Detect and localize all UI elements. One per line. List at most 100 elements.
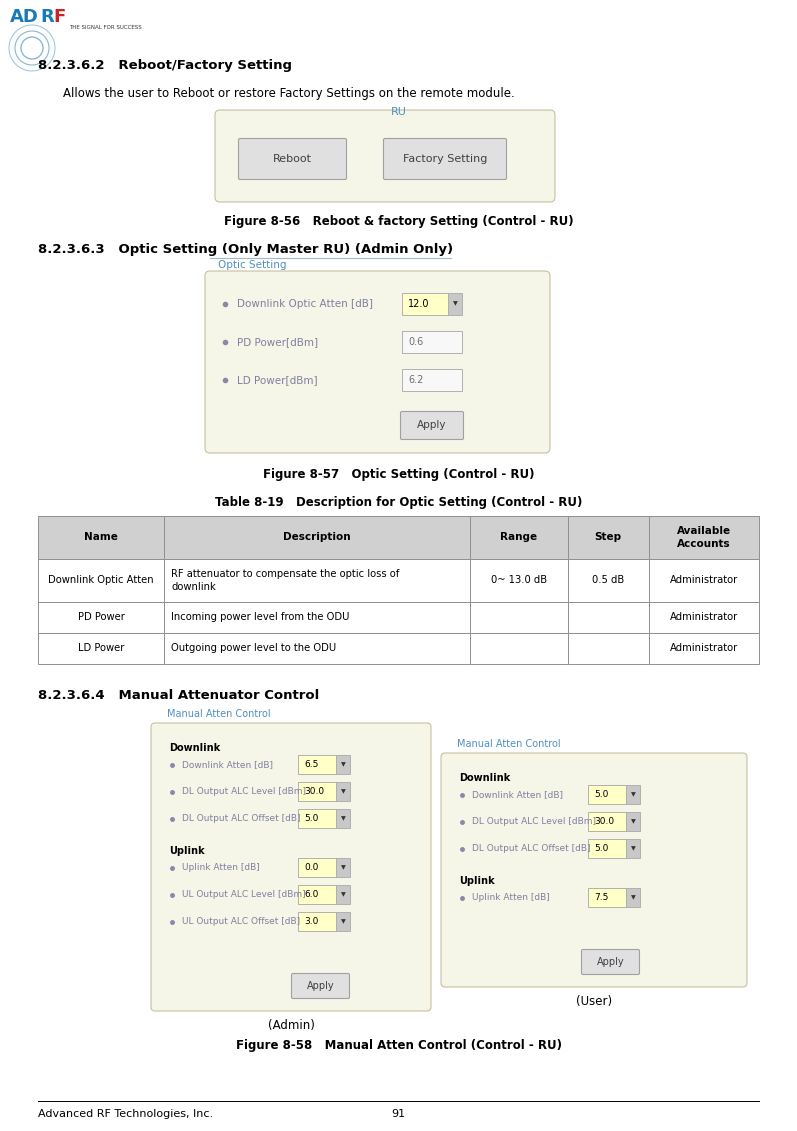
Bar [336,810,350,829]
Text: Manual Atten Control: Manual Atten Control [167,709,271,719]
Text: 5.0: 5.0 [304,814,318,823]
Text: 0~ 13.0 dB: 0~ 13.0 dB [491,576,547,586]
Text: ▼: ▼ [453,302,457,307]
Text: ▼: ▼ [340,920,345,924]
FancyBboxPatch shape [292,974,350,999]
Text: 6.5: 6.5 [304,760,318,769]
Bar [469,602,567,633]
Bar [38,516,164,559]
Bar [336,783,350,802]
Text: PD Power[dBm]: PD Power[dBm] [237,337,318,347]
Text: Uplink: Uplink [459,877,495,886]
Text: Available
Accounts: Available Accounts [677,526,731,549]
Bar [588,839,626,858]
Text: Range: Range [500,533,537,543]
Text: Downlink Atten [dB]: Downlink Atten [dB] [472,791,563,800]
Text: 0.6: 0.6 [408,337,423,347]
Bar [164,516,469,559]
Text: ▼: ▼ [630,820,635,824]
Bar [402,331,462,353]
Text: Optic Setting: Optic Setting [218,260,286,270]
Text: Administrator: Administrator [670,576,738,586]
Text: DL Output ALC Level [dBm]: DL Output ALC Level [dBm] [182,787,306,796]
Text: RF attenuator to compensate the optic loss of
downlink: RF attenuator to compensate the optic lo… [171,569,399,592]
Bar [588,786,626,804]
Bar [567,559,649,602]
Bar [469,559,567,602]
Text: Advanced RF Technologies, Inc.: Advanced RF Technologies, Inc. [38,1110,213,1119]
Text: Uplink Atten [dB]: Uplink Atten [dB] [472,893,550,903]
FancyBboxPatch shape [383,138,507,180]
Text: DL Output ALC Offset [dB]: DL Output ALC Offset [dB] [472,845,591,854]
Bar [567,602,649,633]
Bar [298,913,336,932]
Text: Downlink Optic Atten [dB]: Downlink Optic Atten [dB] [237,299,373,309]
Bar [336,756,350,775]
Text: Figure 8-56   Reboot & factory Setting (Control - RU): Figure 8-56 Reboot & factory Setting (Co… [224,215,573,228]
Bar [38,633,164,664]
FancyBboxPatch shape [401,412,464,440]
Bar [448,293,462,316]
Text: 5.0: 5.0 [594,845,608,854]
Text: 12.0: 12.0 [408,299,430,309]
Text: Administrator: Administrator [670,644,738,654]
Text: UL Output ALC Level [dBm]: UL Output ALC Level [dBm] [182,890,305,899]
Text: Figure 8-58   Manual Atten Control (Control - RU): Figure 8-58 Manual Atten Control (Contro… [235,1039,562,1052]
Text: Allows the user to Reboot or restore Factory Settings on the remote module.: Allows the user to Reboot or restore Fac… [63,87,515,100]
Text: RU: RU [391,107,406,116]
Text: PD Power: PD Power [77,613,124,622]
Text: THE SIGNAL FOR SUCCESS: THE SIGNAL FOR SUCCESS [69,25,142,31]
Text: ▼: ▼ [630,846,635,852]
Text: 8.2.3.6.4   Manual Attenuator Control: 8.2.3.6.4 Manual Attenuator Control [38,689,320,702]
FancyBboxPatch shape [215,110,555,202]
Text: 0.5 dB: 0.5 dB [592,576,624,586]
Bar [567,633,649,664]
Bar [38,602,164,633]
Bar [567,516,649,559]
Text: 91: 91 [391,1110,406,1119]
Text: DL Output ALC Offset [dB]: DL Output ALC Offset [dB] [182,814,300,823]
Text: Administrator: Administrator [670,613,738,622]
Text: AD: AD [10,8,39,26]
Bar [649,559,759,602]
FancyBboxPatch shape [441,753,747,987]
Bar [626,839,640,858]
Bar [402,293,448,316]
Text: 3.0: 3.0 [304,917,318,926]
Bar [298,810,336,829]
Text: Figure 8-57   Optic Setting (Control - RU): Figure 8-57 Optic Setting (Control - RU) [263,468,534,481]
Text: 5.0: 5.0 [594,791,608,800]
Text: (Admin): (Admin) [268,1019,315,1031]
FancyBboxPatch shape [151,723,431,1011]
Text: 30.0: 30.0 [594,818,614,827]
Text: ▼: ▼ [340,789,345,794]
Bar [336,886,350,905]
Bar [38,559,164,602]
Text: ▼: ▼ [630,793,635,797]
Bar [402,369,462,391]
Bar [626,812,640,831]
Text: Reboot: Reboot [273,154,312,164]
Text: Downlink Atten [dB]: Downlink Atten [dB] [182,760,273,769]
Text: LD Power[dBm]: LD Power[dBm] [237,375,318,385]
Text: Uplink: Uplink [169,846,205,856]
Text: Factory Setting: Factory Setting [402,154,487,164]
Text: Outgoing power level to the ODU: Outgoing power level to the ODU [171,644,336,654]
Bar [336,858,350,878]
FancyBboxPatch shape [238,138,347,180]
Text: Incoming power level from the ODU: Incoming power level from the ODU [171,613,350,622]
Text: Manual Atten Control: Manual Atten Control [457,739,560,749]
Text: F: F [53,8,65,26]
Text: 7.5: 7.5 [594,893,608,903]
FancyBboxPatch shape [582,950,639,975]
Text: Downlink: Downlink [459,772,510,783]
Text: DL Output ALC Level [dBm]: DL Output ALC Level [dBm] [472,818,596,827]
Bar [298,756,336,775]
Bar [588,812,626,831]
Bar [298,783,336,802]
Text: Uplink Atten [dB]: Uplink Atten [dB] [182,863,260,872]
Text: Downlink Optic Atten: Downlink Optic Atten [49,576,154,586]
Text: 6.2: 6.2 [408,375,423,385]
Text: 0.0: 0.0 [304,863,318,872]
Text: Apply: Apply [307,981,334,991]
